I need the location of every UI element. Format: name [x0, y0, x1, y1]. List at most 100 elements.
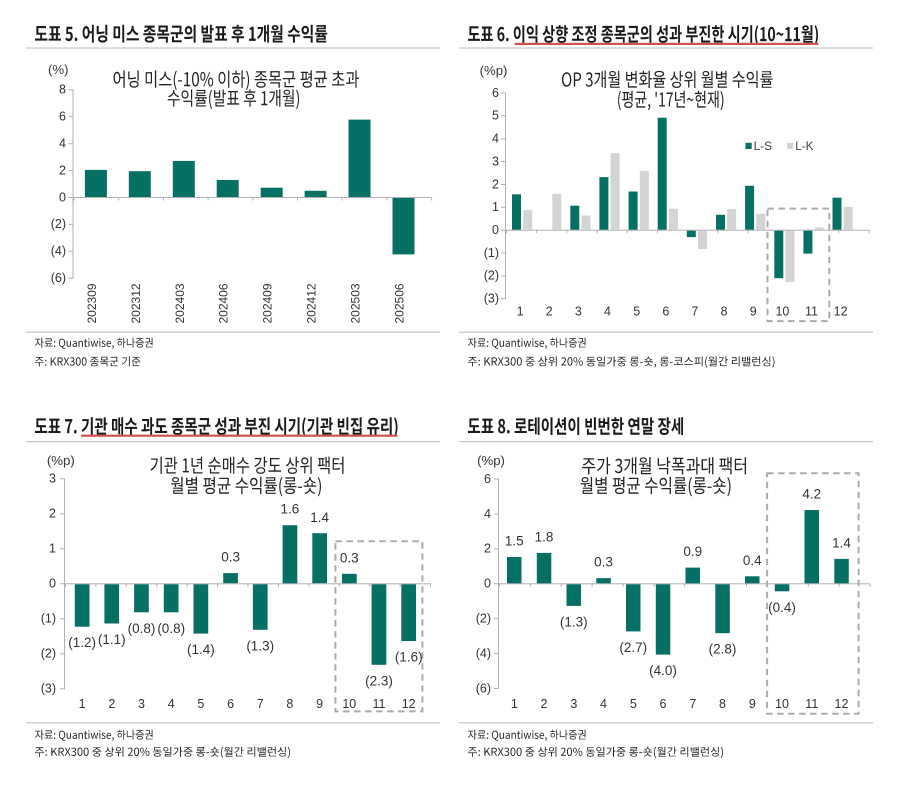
svg-text:202312: 202312 [129, 283, 143, 323]
svg-text:1: 1 [492, 200, 499, 214]
svg-text:(2): (2) [484, 269, 499, 283]
svg-text:3: 3 [138, 697, 145, 711]
svg-text:10: 10 [342, 697, 356, 711]
svg-text:1.8: 1.8 [535, 529, 554, 544]
svg-text:1.4: 1.4 [832, 535, 851, 550]
svg-text:0.4: 0.4 [743, 553, 762, 568]
svg-text:1.4: 1.4 [310, 510, 329, 525]
svg-text:(1): (1) [41, 612, 56, 626]
svg-text:2: 2 [546, 305, 553, 319]
svg-text:1.6: 1.6 [281, 502, 300, 517]
svg-text:(1.3): (1.3) [246, 638, 274, 653]
svg-text:0: 0 [49, 577, 56, 591]
svg-text:(6): (6) [476, 681, 491, 695]
svg-text:4: 4 [600, 697, 607, 711]
svg-text:(2): (2) [41, 647, 56, 661]
svg-text:4.2: 4.2 [802, 487, 821, 502]
svg-text:202506: 202506 [393, 283, 407, 323]
svg-text:L-S: L-S [754, 139, 772, 153]
svg-text:(1.2): (1.2) [68, 635, 96, 650]
svg-text:11: 11 [805, 305, 818, 319]
svg-text:(%p): (%p) [480, 63, 508, 78]
svg-text:1: 1 [49, 542, 56, 556]
svg-text:2: 2 [59, 163, 66, 177]
svg-text:1.5: 1.5 [505, 534, 524, 549]
svg-text:(0.8): (0.8) [157, 621, 185, 636]
svg-text:(1): (1) [484, 246, 499, 260]
svg-text:(2.3): (2.3) [365, 673, 393, 688]
svg-text:10: 10 [775, 305, 789, 319]
svg-text:2: 2 [492, 177, 499, 191]
svg-text:9: 9 [750, 305, 757, 319]
svg-text:2: 2 [484, 542, 491, 556]
svg-text:12: 12 [834, 305, 848, 319]
svg-text:(4): (4) [51, 244, 66, 258]
svg-text:(%p): (%p) [477, 453, 505, 468]
svg-text:0.3: 0.3 [221, 550, 240, 565]
svg-text:6: 6 [484, 472, 491, 486]
svg-text:7: 7 [257, 697, 264, 711]
svg-text:6: 6 [59, 110, 66, 124]
svg-text:(1.4): (1.4) [187, 642, 215, 657]
svg-text:6: 6 [492, 86, 499, 100]
svg-text:3: 3 [570, 697, 577, 711]
svg-text:1: 1 [511, 697, 518, 711]
svg-text:(2.8): (2.8) [709, 642, 737, 657]
svg-text:11: 11 [373, 697, 386, 711]
svg-text:(2): (2) [51, 217, 66, 231]
svg-text:7: 7 [689, 697, 696, 711]
svg-text:8: 8 [286, 697, 293, 711]
svg-text:0.3: 0.3 [340, 550, 359, 565]
svg-text:3: 3 [49, 472, 56, 486]
svg-text:3: 3 [575, 305, 582, 319]
svg-text:202309: 202309 [85, 283, 99, 323]
svg-text:6: 6 [660, 697, 667, 711]
svg-text:4: 4 [604, 305, 611, 319]
svg-text:(1.3): (1.3) [560, 614, 588, 629]
svg-text:0: 0 [59, 190, 66, 204]
svg-text:7: 7 [691, 305, 698, 319]
svg-text:8: 8 [59, 83, 66, 97]
svg-text:8: 8 [721, 305, 728, 319]
svg-text:1: 1 [517, 305, 524, 319]
svg-text:0.9: 0.9 [683, 544, 702, 559]
svg-text:4: 4 [59, 137, 66, 151]
svg-text:5: 5 [492, 109, 499, 123]
svg-text:8: 8 [719, 697, 726, 711]
svg-text:L-K: L-K [795, 139, 813, 153]
svg-text:9: 9 [749, 697, 756, 711]
svg-text:(%p): (%p) [47, 453, 75, 468]
svg-text:(6): (6) [51, 271, 66, 285]
svg-text:4: 4 [492, 132, 499, 146]
svg-text:5: 5 [633, 305, 640, 319]
svg-text:(0.8): (0.8) [128, 621, 156, 636]
svg-text:12: 12 [402, 697, 416, 711]
svg-text:202409: 202409 [261, 283, 275, 323]
svg-text:9: 9 [316, 697, 323, 711]
svg-text:(0.4): (0.4) [768, 600, 796, 615]
svg-text:5: 5 [197, 697, 204, 711]
svg-text:6: 6 [662, 305, 669, 319]
svg-text:(1.6): (1.6) [395, 650, 423, 665]
svg-text:3: 3 [492, 154, 499, 168]
svg-text:(4): (4) [476, 646, 491, 660]
svg-text:0: 0 [484, 577, 491, 591]
svg-text:(2.7): (2.7) [619, 640, 647, 655]
svg-text:2: 2 [108, 697, 115, 711]
svg-text:202412: 202412 [305, 283, 319, 323]
svg-text:5: 5 [630, 697, 637, 711]
svg-text:202503: 202503 [349, 283, 363, 323]
svg-text:2: 2 [49, 507, 56, 521]
svg-text:12: 12 [835, 697, 849, 711]
svg-text:11: 11 [805, 697, 818, 711]
svg-text:202403: 202403 [173, 283, 187, 323]
svg-text:(2): (2) [476, 612, 491, 626]
svg-text:6: 6 [227, 697, 234, 711]
svg-text:4: 4 [168, 697, 175, 711]
svg-text:1: 1 [79, 697, 86, 711]
svg-text:0.3: 0.3 [594, 555, 613, 570]
svg-text:(3): (3) [41, 682, 56, 696]
svg-text:0: 0 [492, 223, 499, 237]
svg-text:(3): (3) [484, 292, 499, 306]
svg-text:4: 4 [484, 507, 491, 521]
